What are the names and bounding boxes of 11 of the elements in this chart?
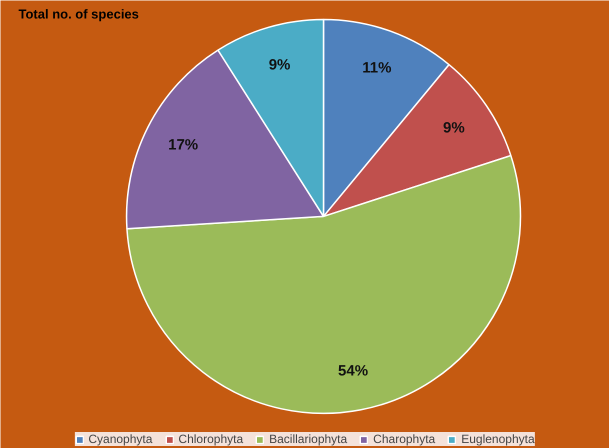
data-label: 9%	[442, 119, 465, 136]
data-label: 11%	[362, 60, 392, 77]
legend-label: Chlorophyta	[178, 432, 244, 446]
data-label: 17%	[168, 136, 198, 154]
legend-label: Cyanophyta	[88, 432, 152, 446]
data-label: 54%	[338, 362, 368, 380]
chart-title: Total no. of species	[18, 6, 139, 22]
legend-label: Bacillariophyta	[269, 432, 348, 446]
legend-label: Euglenophyta	[461, 432, 535, 446]
legend-label: Charophyta	[373, 432, 436, 446]
data-label: 9%	[268, 56, 290, 74]
